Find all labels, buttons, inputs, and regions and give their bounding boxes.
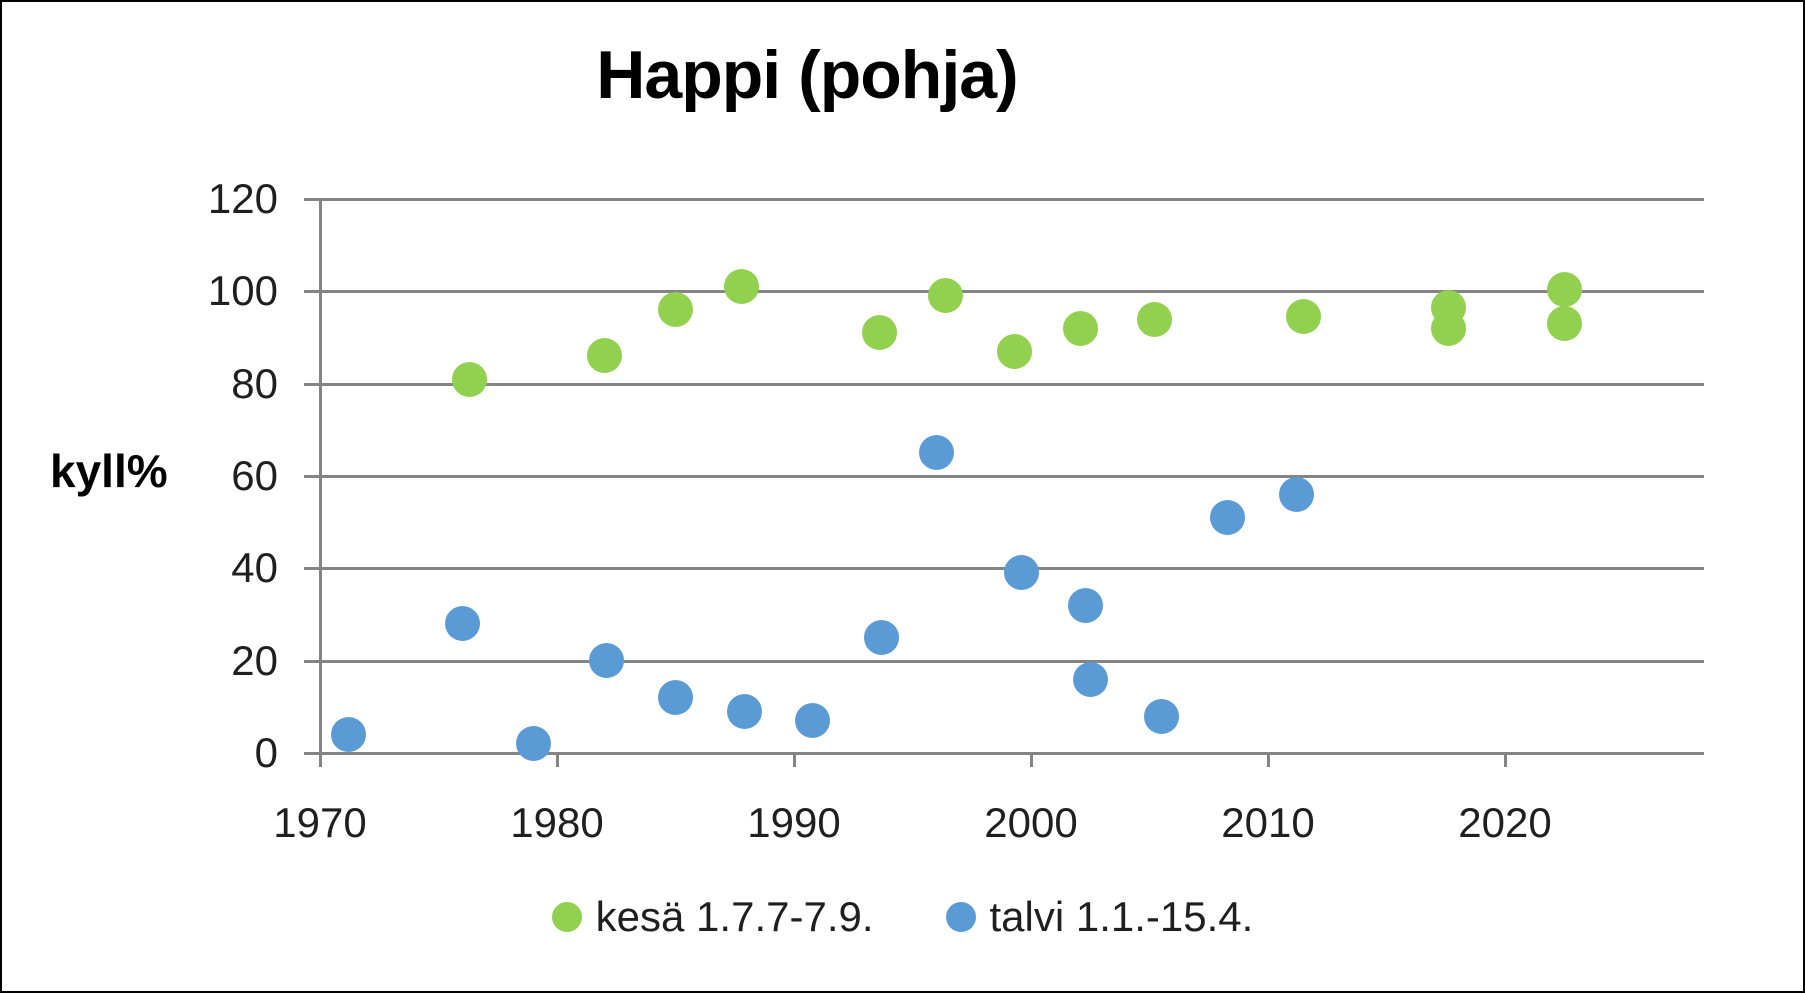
y-tick-label-60: 60 bbox=[231, 452, 278, 499]
gridline-y-60 bbox=[304, 475, 1704, 478]
data-point-talvi bbox=[657, 680, 693, 716]
legend-label-kesa: kesä 1.7.7-7.9. bbox=[595, 893, 874, 940]
x-tick-label-1970: 1970 bbox=[273, 799, 367, 846]
y-tick-label-20: 20 bbox=[231, 637, 278, 684]
data-point-kesa bbox=[657, 292, 693, 328]
x-tick-1990 bbox=[793, 753, 796, 767]
gridline-y-20 bbox=[304, 660, 1704, 663]
data-point-kesa bbox=[451, 361, 487, 397]
x-tick-label-1980: 1980 bbox=[510, 799, 604, 846]
data-point-kesa bbox=[1285, 299, 1321, 335]
kesa-series-marker-icon bbox=[551, 902, 582, 932]
legend-item-talvi: talvi 1.1.-15.4. bbox=[945, 893, 1254, 941]
data-point-talvi bbox=[795, 703, 831, 739]
gridline-y-0 bbox=[304, 752, 1704, 755]
data-point-talvi bbox=[589, 643, 625, 679]
talvi-series-marker-icon bbox=[945, 902, 976, 932]
legend: kesä 1.7.7-7.9. talvi 1.1.-15.4. bbox=[2, 893, 1803, 941]
x-tick-label-1990: 1990 bbox=[747, 799, 841, 846]
x-tick-1980 bbox=[556, 753, 559, 767]
data-point-talvi bbox=[444, 606, 480, 642]
y-tick-label-120: 120 bbox=[207, 175, 278, 222]
x-tick-1970 bbox=[319, 753, 322, 767]
data-point-kesa bbox=[1546, 271, 1582, 307]
x-tick-label-2020: 2020 bbox=[1458, 799, 1552, 846]
data-point-kesa bbox=[996, 333, 1032, 369]
data-point-kesa bbox=[1546, 306, 1582, 342]
x-tick-2010 bbox=[1267, 753, 1270, 767]
data-point-talvi bbox=[918, 435, 954, 471]
data-point-kesa bbox=[1136, 301, 1172, 337]
x-tick-label-2010: 2010 bbox=[1221, 799, 1315, 846]
x-tick-2020 bbox=[1504, 753, 1507, 767]
gridline-y-100 bbox=[304, 290, 1704, 293]
legend-item-kesa: kesä 1.7.7-7.9. bbox=[551, 893, 874, 941]
data-point-talvi bbox=[515, 726, 551, 762]
data-point-talvi bbox=[1210, 500, 1246, 536]
data-point-talvi bbox=[1067, 587, 1103, 623]
y-tick-label-80: 80 bbox=[231, 360, 278, 407]
data-point-talvi bbox=[330, 717, 366, 753]
data-point-kesa bbox=[861, 315, 897, 351]
data-point-talvi bbox=[1278, 476, 1314, 512]
data-point-kesa bbox=[1063, 310, 1099, 346]
y-axis-label: kyll% bbox=[50, 445, 168, 497]
data-point-talvi bbox=[864, 620, 900, 656]
data-point-kesa bbox=[724, 269, 760, 305]
data-point-kesa bbox=[928, 278, 964, 314]
data-point-talvi bbox=[1003, 555, 1039, 591]
x-tick-label-2000: 2000 bbox=[984, 799, 1078, 846]
y-tick-label-40: 40 bbox=[231, 544, 278, 591]
data-point-kesa bbox=[1430, 310, 1466, 346]
y-axis-line bbox=[319, 199, 322, 767]
data-point-talvi bbox=[1072, 661, 1108, 697]
y-tick-label-100: 100 bbox=[207, 267, 278, 314]
gridline-y-120 bbox=[304, 198, 1704, 201]
data-point-talvi bbox=[1143, 698, 1179, 734]
chart-title: Happi (pohja) bbox=[596, 37, 1018, 113]
y-tick-label-0: 0 bbox=[254, 729, 278, 776]
legend-label-talvi: talvi 1.1.-15.4. bbox=[989, 893, 1254, 940]
data-point-kesa bbox=[586, 338, 622, 374]
gridline-y-80 bbox=[304, 383, 1704, 386]
data-point-talvi bbox=[726, 693, 762, 729]
x-tick-2000 bbox=[1030, 753, 1033, 767]
